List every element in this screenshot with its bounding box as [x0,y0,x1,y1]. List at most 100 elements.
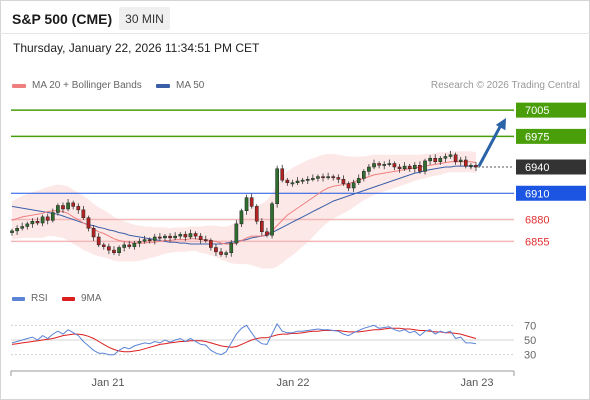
candle [346,183,351,189]
timestamp: Thursday, January 22, 2026 11:34:51 PM C… [13,41,260,55]
candle [275,168,279,204]
level-label-6975: 6975 [525,131,549,143]
candle [361,171,366,179]
projection-arrowhead [495,118,506,131]
candle [423,160,427,172]
instrument-title: S&P 500 (CME) [12,11,113,27]
projection-arrow [477,122,504,167]
x-tick-label: Jan 23 [460,377,493,389]
candle [152,236,157,241]
candle [147,239,152,242]
candle [392,163,397,168]
level-tag-6910 [516,185,586,201]
candle [397,166,402,169]
candle [107,246,111,251]
candle [316,176,320,179]
candle [183,234,188,238]
candle [239,210,244,225]
candle [285,179,290,183]
candle [173,235,177,239]
candle [20,226,25,229]
candle [407,165,412,169]
candle [448,154,453,157]
candle [351,182,356,189]
candle [265,231,269,236]
candle [260,221,264,232]
candle [86,217,91,229]
candle [30,221,35,225]
candle [71,202,76,207]
candle [290,182,295,185]
rsi-ma-line [11,327,477,353]
level-label-6880: 6880 [525,215,549,227]
candle [321,176,325,179]
candle [76,206,81,211]
candle [203,239,208,242]
candle [198,235,203,240]
candle [35,221,40,224]
ma20-label: MA 20 + Bollinger Bands [32,80,142,91]
candle [474,165,478,168]
level-tag-7005 [516,102,586,118]
candle [112,249,116,253]
candle [10,230,14,233]
candle [387,163,392,165]
candle [249,197,254,207]
candle [300,179,305,182]
level-label-6855: 6855 [525,236,549,248]
legend-ma50: MA 50 [156,80,204,91]
legend-rsi-ma: 9MA [62,293,102,304]
candle [15,228,19,232]
candle [326,176,330,179]
candle [50,212,55,221]
candle [356,178,361,183]
candle [66,202,70,210]
candle [122,244,127,248]
candle [91,228,96,238]
rsi-label: RSI [31,293,48,304]
candle [280,168,285,181]
candle [56,205,60,213]
rsi-ma-label: 9MA [81,293,102,304]
candle [367,166,371,172]
candle [188,233,193,238]
candle [45,216,50,221]
candle [137,241,142,244]
candle [132,242,137,247]
candle [331,176,336,179]
timeframe-button[interactable]: 30 MIN [119,7,170,30]
candle [443,156,448,159]
candle [438,158,443,162]
candle [96,236,101,246]
candle [209,240,213,248]
candle [25,223,30,227]
level-label-6910: 6910 [525,188,549,200]
rsi-tick-label: 50 [524,335,536,347]
level-tag-6940 [516,159,586,175]
legend-ma20: MA 20 + Bollinger Bands [12,80,142,91]
candle [244,197,249,211]
candle [142,239,147,242]
candle [224,252,228,255]
candle [40,216,45,224]
credit-text: Research © 2026 Trading Central [430,80,580,91]
candle [377,163,381,166]
x-tick-label: Jan 21 [91,377,124,389]
candle [61,205,65,210]
candle [341,179,346,184]
candle [254,206,259,222]
candle [219,251,223,255]
candle [101,244,106,247]
level-label-6940: 6940 [525,162,549,174]
ma50-swatch [156,83,170,88]
candle [81,209,86,218]
candle [295,180,300,183]
header-divider [0,33,590,34]
candle [163,235,167,239]
candle [193,233,198,237]
level-label-7005: 7005 [525,105,549,117]
x-tick-label: Jan 22 [276,377,309,389]
rsi-swatch [12,296,25,301]
candle [336,177,341,180]
